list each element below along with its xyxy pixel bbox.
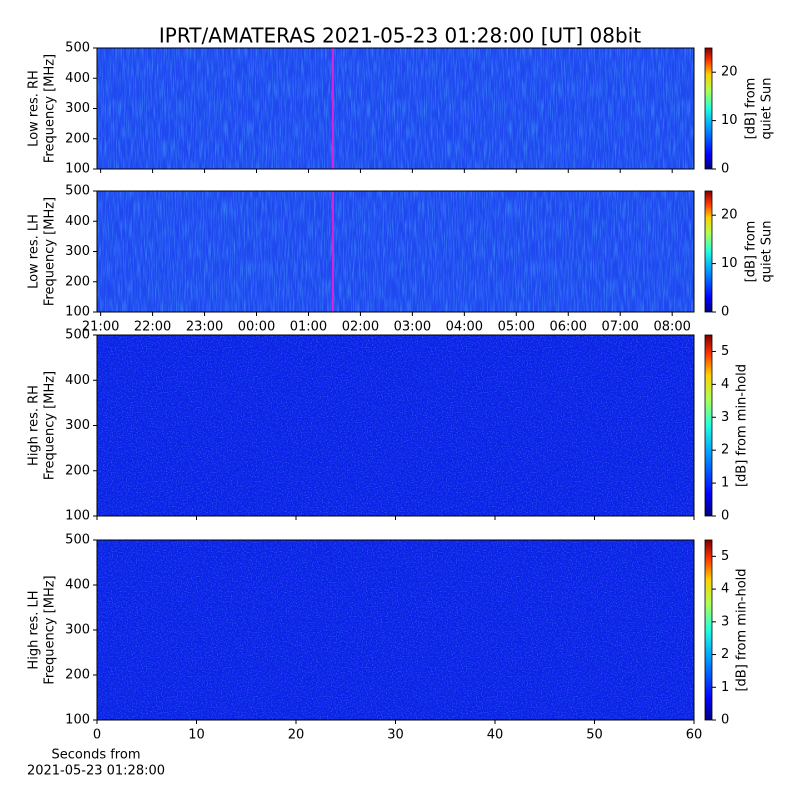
x-tick-label: 02:00 <box>342 320 379 335</box>
y-axis-label: Frequency [MHz] <box>43 575 58 684</box>
colorbar-tick-label: 0 <box>721 162 729 177</box>
y-tick-label: 200 <box>65 131 90 146</box>
x-axis-label: 2021-05-23 01:28:00 <box>27 764 165 779</box>
heatmap-texture <box>97 540 694 720</box>
colorbar-label: quiet Sun <box>760 77 775 139</box>
heatmap-texture <box>97 335 694 516</box>
y-tick-label: 300 <box>65 623 90 638</box>
colorbar-tick-label: 3 <box>721 614 729 629</box>
x-tick-label: 05:00 <box>498 320 535 335</box>
y-tick-label: 400 <box>65 578 90 593</box>
x-axis-label: Seconds from <box>51 748 140 763</box>
y-tick-label: 300 <box>65 418 90 433</box>
colorbar-tick-label: 2 <box>721 443 729 458</box>
y-axis-label: Low res. LH <box>27 214 42 289</box>
colorbar-tick-label: 10 <box>721 256 738 271</box>
colorbar-label: [dB] from min-hold <box>735 568 750 691</box>
y-tick-label: 500 <box>65 533 90 548</box>
colorbar <box>704 47 713 170</box>
x-tick-label: 03:00 <box>394 320 431 335</box>
heatmap-texture <box>97 191 694 312</box>
x-tick-label: 10 <box>188 728 205 743</box>
y-tick-label: 400 <box>65 71 90 86</box>
plot-frame <box>96 539 695 721</box>
y-tick-label: 200 <box>65 463 90 478</box>
colorbar-tick-label: 1 <box>721 680 729 695</box>
y-tick-label: 100 <box>65 713 90 728</box>
x-tick-label: 06:00 <box>550 320 587 335</box>
colorbar-tick-label: 2 <box>721 647 729 662</box>
colorbar-tick-label: 4 <box>721 377 729 392</box>
colorbar-tick-label: 0 <box>721 509 729 524</box>
x-tick-label: 08:00 <box>653 320 690 335</box>
y-axis-label: High res. LH <box>27 590 42 669</box>
y-tick-label: 100 <box>65 509 90 524</box>
x-tick-label: 22:00 <box>134 320 171 335</box>
y-axis-label: Frequency [MHz] <box>43 54 58 163</box>
y-tick-label: 400 <box>65 373 90 388</box>
plot-frame <box>96 190 695 313</box>
y-tick-label: 100 <box>65 162 90 177</box>
y-tick-label: 300 <box>65 101 90 116</box>
y-tick-label: 200 <box>65 668 90 683</box>
y-tick-label: 300 <box>65 244 90 259</box>
y-tick-label: 200 <box>65 274 90 289</box>
colorbar-label: [dB] from min-hold <box>735 364 750 487</box>
y-axis-label: Frequency [MHz] <box>43 371 58 480</box>
colorbar-tick-label: 1 <box>721 476 729 491</box>
colorbar-tick-label: 20 <box>721 65 738 80</box>
x-tick-label: 30 <box>387 728 404 743</box>
colorbar <box>704 334 713 517</box>
x-tick-label: 60 <box>686 728 703 743</box>
x-tick-label: 50 <box>586 728 603 743</box>
colorbar-tick-label: 0 <box>721 305 729 320</box>
colorbar <box>704 190 713 313</box>
colorbar-tick-label: 5 <box>721 549 729 564</box>
x-tick-label: 0 <box>93 728 101 743</box>
colorbar-tick-label: 5 <box>721 344 729 359</box>
x-tick-label: 20 <box>288 728 305 743</box>
x-tick-label: 23:00 <box>186 320 223 335</box>
y-axis-label: Frequency [MHz] <box>43 197 58 306</box>
y-tick-label: 500 <box>65 328 90 343</box>
colorbar-label: [dB] from <box>744 221 759 283</box>
y-axis-label: High res. RH <box>27 385 42 466</box>
colorbar-tick-label: 0 <box>721 713 729 728</box>
y-axis-label: Low res. RH <box>27 70 42 147</box>
y-tick-label: 400 <box>65 214 90 229</box>
plot-frame <box>96 334 695 517</box>
colorbar-tick-label: 10 <box>721 113 738 128</box>
colorbar-tick-label: 3 <box>721 410 729 425</box>
x-tick-label: 01:00 <box>290 320 327 335</box>
y-tick-label: 500 <box>65 41 90 56</box>
x-tick-label: 21:00 <box>82 320 119 335</box>
y-tick-label: 100 <box>65 305 90 320</box>
x-tick-label: 04:00 <box>446 320 483 335</box>
chart-title: IPRT/AMATERAS 2021-05-23 01:28:00 [UT] 0… <box>159 24 641 48</box>
x-tick-label: 00:00 <box>238 320 275 335</box>
x-tick-label: 40 <box>487 728 504 743</box>
y-tick-label: 500 <box>65 184 90 199</box>
colorbar <box>704 539 713 721</box>
colorbar-label: [dB] from <box>744 78 759 140</box>
colorbar-tick-label: 4 <box>721 582 729 597</box>
x-tick-label: 07:00 <box>601 320 638 335</box>
heatmap-texture <box>97 48 694 169</box>
colorbar-tick-label: 20 <box>721 208 738 223</box>
colorbar-label: quiet Sun <box>760 220 775 282</box>
plot-frame <box>96 47 695 170</box>
